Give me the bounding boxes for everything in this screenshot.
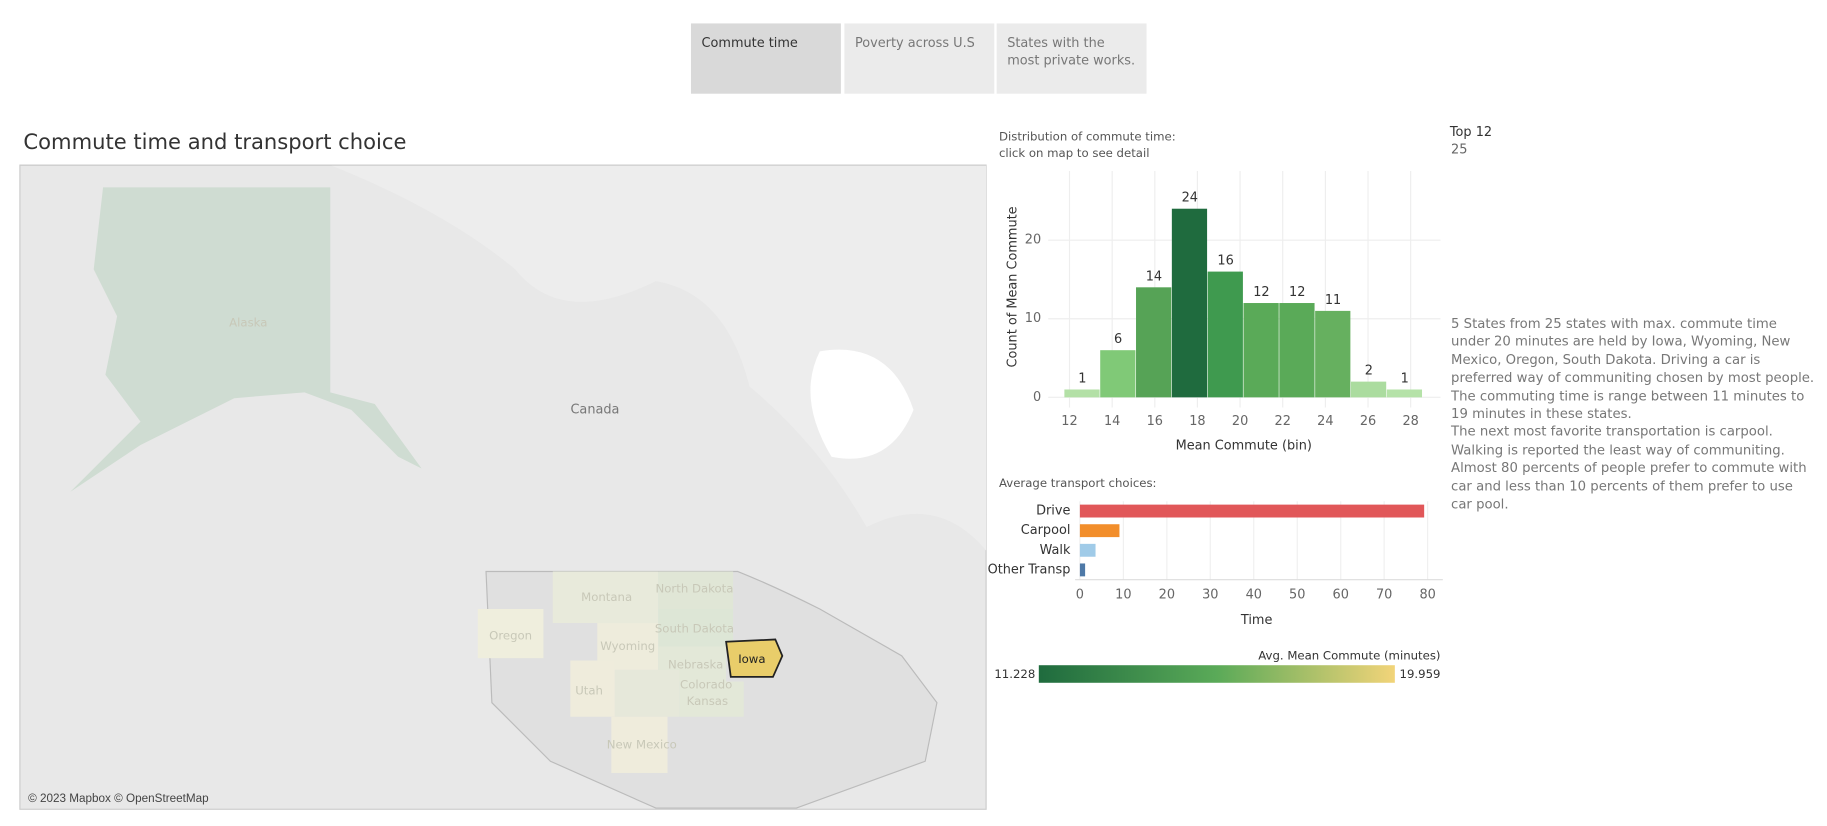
iowa-selected[interactable] bbox=[725, 638, 784, 678]
data-label: 2 bbox=[1365, 364, 1373, 379]
x-tick-label: 0 bbox=[1076, 587, 1084, 602]
hist-title: click on map to see detail bbox=[999, 146, 1149, 160]
x-tick-label: 12 bbox=[1061, 414, 1077, 429]
data-label: 24 bbox=[1182, 191, 1198, 206]
map-label: Montana bbox=[581, 590, 632, 604]
map-label: Canada bbox=[570, 402, 619, 417]
histogram-bar[interactable] bbox=[1171, 208, 1208, 398]
top-label: Top 12 bbox=[1449, 125, 1492, 140]
state bbox=[658, 608, 734, 647]
x-tick-label: 20 bbox=[1159, 587, 1175, 602]
map-label: New Mexico bbox=[607, 737, 677, 751]
state bbox=[611, 716, 668, 773]
paragraph: 5 States from 25 states with max. commut… bbox=[1451, 316, 1815, 422]
bar-title: Average transport choices: bbox=[999, 476, 1157, 490]
map-attribution: © 2023 Mapbox © OpenStreetMap bbox=[28, 792, 209, 805]
x-tick-label: 14 bbox=[1104, 414, 1120, 429]
x-tick-label: 70 bbox=[1376, 587, 1392, 602]
x-tick-label: 40 bbox=[1246, 587, 1262, 602]
x-tick-label: 60 bbox=[1333, 587, 1349, 602]
y-tick-label: 0 bbox=[1033, 390, 1041, 405]
tab[interactable]: Commute time bbox=[690, 23, 841, 94]
x-tick-label: 16 bbox=[1147, 414, 1163, 429]
data-label: 14 bbox=[1146, 269, 1162, 284]
tab[interactable]: Poverty across U.S bbox=[844, 23, 995, 94]
state bbox=[552, 571, 659, 624]
y-tick-label: 10 bbox=[1025, 311, 1041, 326]
legend-gradient bbox=[1038, 665, 1395, 683]
x-tick-label: 28 bbox=[1402, 414, 1418, 429]
histogram-bar[interactable] bbox=[1207, 271, 1243, 398]
histogram-bar[interactable] bbox=[1243, 303, 1279, 398]
state bbox=[477, 608, 544, 659]
canada-land bbox=[19, 165, 987, 551]
histogram-bar[interactable] bbox=[1279, 303, 1315, 398]
top-value: 25 bbox=[1451, 142, 1467, 157]
tab[interactable]: States with the most private works. bbox=[996, 23, 1147, 94]
alaska bbox=[70, 187, 422, 492]
data-label: 1 bbox=[1401, 371, 1409, 386]
x-axis-title: Time bbox=[1240, 613, 1273, 628]
y-tick-label: Walk bbox=[1040, 543, 1071, 558]
state bbox=[614, 669, 680, 717]
histogram-bar[interactable] bbox=[1350, 381, 1387, 398]
x-tick-label: 24 bbox=[1317, 414, 1333, 429]
state bbox=[679, 681, 744, 717]
map-label: Oregon bbox=[489, 628, 532, 642]
map-label: Nebraska bbox=[668, 658, 723, 672]
x-tick-label: 26 bbox=[1360, 414, 1376, 429]
map bbox=[19, 164, 987, 810]
data-label: 16 bbox=[1217, 254, 1233, 269]
map-label: Utah bbox=[575, 683, 603, 697]
histogram-bar[interactable] bbox=[1386, 389, 1423, 398]
paragraph: The next most favorite transportation is… bbox=[1451, 424, 1807, 512]
bar bbox=[1079, 563, 1086, 577]
y-tick-label: Carpool bbox=[1021, 523, 1071, 538]
bar bbox=[1079, 543, 1096, 557]
dashboard-title: Commute time and transport choice bbox=[23, 129, 406, 154]
histogram-bar[interactable] bbox=[1315, 310, 1351, 398]
x-tick-label: 22 bbox=[1275, 414, 1291, 429]
bar bbox=[1079, 524, 1120, 538]
map-label: Wyoming bbox=[600, 639, 655, 653]
state bbox=[570, 660, 615, 717]
state bbox=[658, 571, 734, 609]
histogram-bar[interactable] bbox=[1064, 389, 1100, 398]
data-label: 12 bbox=[1253, 285, 1269, 300]
y-tick-label: Other Transp bbox=[988, 562, 1071, 577]
x-tick-label: 30 bbox=[1202, 587, 1218, 602]
legend-title: Avg. Mean Commute (minutes) bbox=[1258, 648, 1440, 662]
map-label: Kansas bbox=[687, 694, 728, 708]
data-label: 12 bbox=[1289, 285, 1305, 300]
histogram-bar[interactable] bbox=[1136, 287, 1172, 398]
map-label: Colorado bbox=[680, 678, 732, 692]
y-axis-title: Count of Mean Commute bbox=[1006, 206, 1021, 367]
x-tick-label: 20 bbox=[1232, 414, 1248, 429]
x-tick-label: 50 bbox=[1289, 587, 1305, 602]
hist-title: Distribution of commute time: bbox=[999, 130, 1176, 144]
x-tick-label: 10 bbox=[1115, 587, 1131, 602]
x-tick-label: 80 bbox=[1419, 587, 1435, 602]
x-axis-title: Mean Commute (bin) bbox=[1176, 439, 1312, 454]
legend-max: 19.959 bbox=[1400, 667, 1441, 681]
y-tick-label: 20 bbox=[1025, 233, 1041, 248]
y-tick-label: Drive bbox=[1036, 504, 1070, 519]
map-label: Iowa bbox=[738, 652, 765, 666]
hudson-bay bbox=[810, 349, 914, 459]
data-label: 1 bbox=[1078, 371, 1086, 386]
bar bbox=[1079, 504, 1425, 518]
data-label: 6 bbox=[1114, 332, 1122, 347]
histogram-bar[interactable] bbox=[1100, 350, 1136, 398]
map-label: Alaska bbox=[229, 316, 267, 330]
legend-min: 11.228 bbox=[994, 667, 1035, 681]
map-label: South Dakota bbox=[655, 621, 734, 635]
data-label: 11 bbox=[1325, 293, 1341, 308]
description: 5 States from 25 states with max. commut… bbox=[1451, 315, 1816, 513]
x-tick-label: 18 bbox=[1189, 414, 1205, 429]
map-label: North Dakota bbox=[656, 582, 734, 596]
